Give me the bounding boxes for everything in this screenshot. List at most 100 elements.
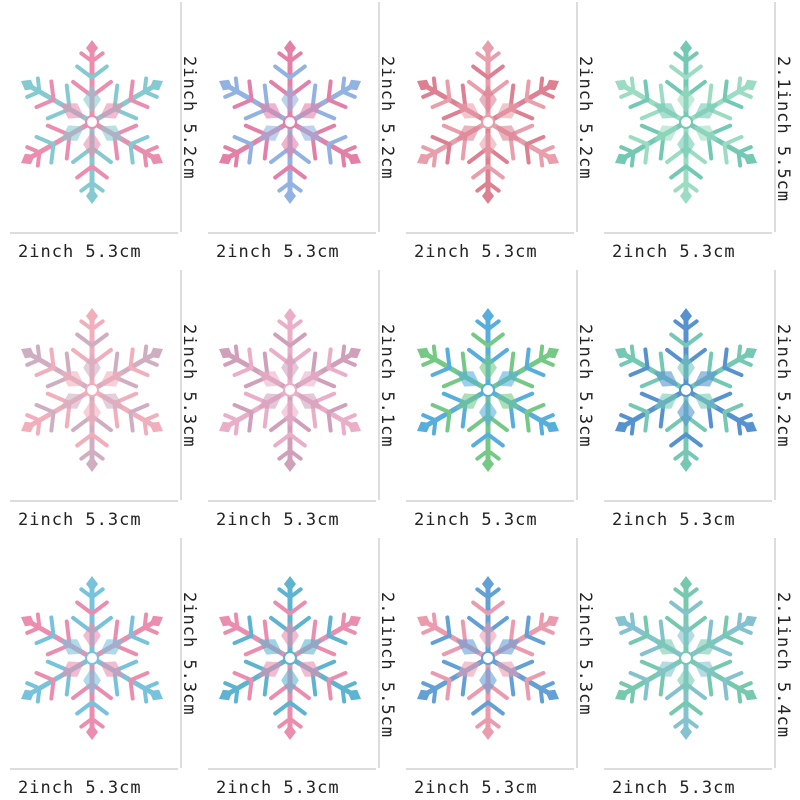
snowflake-arm	[20, 612, 95, 661]
arm-branch	[722, 347, 729, 370]
arm-branch	[128, 134, 150, 147]
arm-branch	[25, 625, 42, 635]
arm-branch	[326, 615, 333, 638]
arm-tip	[347, 421, 362, 433]
arm-branch	[340, 344, 347, 362]
arm-leaf	[99, 371, 125, 387]
snowflake-arm	[89, 655, 164, 704]
snowflake-arm	[614, 119, 689, 168]
arm-leaf	[59, 661, 85, 677]
arm-tip	[545, 421, 560, 433]
arm-leaf	[281, 398, 299, 427]
arm-branch	[673, 716, 688, 729]
snowflake-arm	[485, 76, 560, 125]
arm-branch	[471, 64, 490, 80]
arm-branch	[524, 402, 546, 415]
arm-branch	[669, 600, 688, 616]
arm-branch	[25, 357, 42, 367]
arm-branch	[340, 76, 347, 94]
arm-branch	[431, 418, 438, 436]
arm-branch	[35, 686, 42, 704]
arm-tip	[614, 79, 629, 91]
arm-tip	[218, 615, 233, 627]
arm-tip	[218, 347, 233, 359]
snowflake-arm	[218, 344, 293, 393]
arm-branch	[628, 402, 650, 415]
arm-branch	[684, 332, 703, 348]
arm-leaf	[455, 103, 481, 119]
arm-branch	[684, 319, 699, 332]
arm-branch	[233, 612, 240, 630]
arm-branch	[128, 365, 150, 378]
arm-leaf	[677, 666, 695, 695]
arm-branch	[277, 180, 292, 193]
snowflake-arm	[218, 76, 293, 125]
arm-branch	[128, 142, 135, 165]
snowflake-arm	[416, 612, 491, 661]
arm-branch	[90, 64, 109, 80]
arm-branch	[288, 432, 307, 448]
snowflake-arm	[665, 40, 707, 125]
arm-branch	[340, 625, 357, 635]
arm-branch	[486, 180, 501, 193]
snowflake-arm	[71, 40, 113, 125]
arm-leaf	[83, 398, 101, 427]
width-label: 2inch 5.3cm	[18, 510, 142, 530]
arm-branch	[684, 600, 703, 616]
arm-leaf	[677, 353, 695, 382]
arm-branch	[524, 678, 531, 701]
arm-leaf	[281, 85, 299, 114]
arm-tip	[86, 188, 98, 204]
snowflake-arm	[20, 344, 95, 393]
arm-branch	[247, 678, 254, 701]
arm-tip	[149, 615, 164, 627]
arm-tip	[218, 421, 233, 433]
arm-branch	[538, 89, 555, 99]
arm-branch	[684, 587, 699, 600]
arm-branch	[223, 89, 240, 99]
arm-branch	[288, 164, 307, 180]
snowflake-arm	[614, 612, 689, 661]
arm-branch	[49, 678, 56, 701]
arm-leaf	[281, 130, 299, 159]
arm-leaf	[455, 371, 481, 387]
arm-branch	[75, 432, 94, 448]
arm-tip	[614, 347, 629, 359]
arm-branch	[288, 180, 303, 193]
arm-branch	[49, 79, 56, 102]
snowflake-arm	[71, 655, 113, 740]
arm-branch	[233, 418, 240, 436]
arm-branch	[475, 448, 490, 461]
arm-branch	[326, 402, 348, 415]
arm-leaf	[83, 130, 101, 159]
arm-tip	[284, 576, 296, 592]
arm-branch	[232, 134, 254, 147]
arm-branch	[736, 145, 753, 155]
height-label: 2inch 5.2cm	[179, 56, 199, 180]
arm-branch	[90, 448, 105, 461]
arm-branch	[421, 89, 438, 99]
arm-branch	[128, 79, 135, 102]
arm-branch	[35, 612, 42, 630]
arm-leaf	[297, 393, 323, 409]
arm-branch	[486, 587, 501, 600]
arm-branch	[90, 700, 109, 716]
snowflake-arm	[485, 344, 560, 393]
arm-branch	[75, 332, 94, 348]
snowflake-arm	[467, 576, 509, 661]
arm-branch	[223, 681, 240, 691]
snowflake-arm	[287, 119, 362, 168]
arm-branch	[669, 164, 688, 180]
arm-tip	[416, 421, 431, 433]
snowflake-arm	[71, 308, 113, 393]
arm-branch	[684, 51, 699, 64]
arm-leaf	[99, 639, 125, 655]
arm-leaf	[693, 393, 719, 409]
arm-branch	[643, 347, 650, 370]
arm-branch	[629, 612, 636, 630]
arm-branch	[75, 600, 94, 616]
arm-branch	[340, 150, 347, 168]
arm-branch	[524, 97, 546, 110]
arm-branch	[277, 716, 292, 729]
snowflake-arm	[20, 655, 95, 704]
